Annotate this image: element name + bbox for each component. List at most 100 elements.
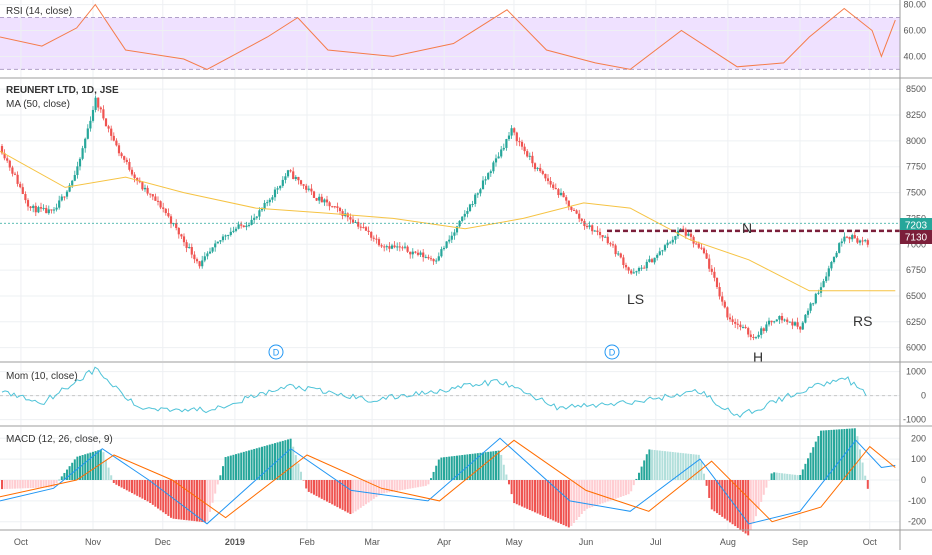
candle-body [299, 180, 303, 185]
candle-body [604, 236, 607, 238]
macd-label: MACD (12, 26, close, 9) [6, 434, 113, 445]
momentum-label: Mom (10, close) [6, 371, 78, 382]
price-pane[interactable]: REUNERT LTD, 1D, JSE MA (50, close) LS H… [0, 79, 900, 365]
candle-body [822, 281, 825, 288]
macd-histogram-bar [258, 447, 261, 480]
candle-body [414, 251, 417, 253]
macd-histogram-bar [92, 451, 94, 480]
macd-histogram-bar [232, 454, 235, 480]
macd-histogram-bar [209, 480, 211, 512]
macd-histogram-bar [505, 474, 508, 480]
candle-body [97, 97, 100, 108]
candle-body [99, 107, 102, 110]
candle-body [117, 145, 121, 154]
candle-body [835, 252, 838, 257]
macd-pane[interactable]: MACD (12, 26, close, 9) [0, 427, 900, 536]
candle-body [578, 213, 581, 219]
candle-body [445, 241, 448, 248]
macd-histogram-bar [315, 480, 318, 497]
macd-histogram-bar [596, 480, 599, 506]
axis-tick-label: 7000 [906, 239, 926, 249]
macd-histogram-bar [682, 453, 685, 480]
macd-histogram-bar [21, 480, 24, 489]
macd-histogram-bar [658, 450, 661, 480]
candle-body [661, 250, 664, 252]
time-axis[interactable]: Oct Nov Dec 2019 Feb Mar Apr May Jun Jul Aug Sep Oct [14, 537, 877, 547]
macd-histogram-bar [144, 480, 146, 500]
macd-histogram-bar [713, 480, 716, 512]
candle-body [385, 246, 388, 248]
price-axis[interactable]: 80.0060.0040.008500825080007750750072507… [903, 0, 926, 527]
macd-histogram-bar [409, 480, 412, 489]
candle-body [34, 205, 37, 213]
macd-histogram-bar [118, 480, 120, 487]
macd-histogram-bar [601, 480, 604, 504]
macd-histogram-bar [203, 480, 206, 523]
candle-body [65, 191, 69, 197]
macd-histogram-bar [71, 462, 74, 480]
momentum-pane[interactable]: Mom (10, close) [0, 363, 900, 425]
macd-histogram-bar [383, 480, 386, 494]
candle-body [481, 180, 485, 190]
macd-histogram-bar [341, 480, 344, 510]
candle-body [806, 310, 810, 315]
axis-tick-label: 200 [911, 433, 926, 443]
macd-histogram-bar [1, 480, 3, 490]
macd-histogram-bar [42, 480, 45, 488]
macd-histogram-bar [861, 462, 864, 480]
macd-histogram-bar [674, 452, 677, 480]
macd-histogram-bar [827, 430, 830, 480]
macd-histogram-bar [240, 452, 243, 480]
candle-body [401, 247, 404, 249]
candle-body [773, 321, 776, 323]
macd-histogram-bar [320, 480, 323, 499]
candle-body [861, 240, 864, 242]
macd-histogram-bar [385, 480, 388, 493]
candle-body [286, 170, 290, 177]
macd-histogram-bar [125, 480, 128, 491]
candle-body [809, 303, 812, 311]
candle-body [305, 185, 308, 190]
axis-tick-label: 0 [921, 475, 926, 485]
macd-histogram-bar [229, 455, 232, 480]
macd-histogram-bar [417, 480, 419, 488]
candle-body [159, 201, 162, 208]
macd-histogram-bar [645, 454, 648, 480]
macd-histogram-bar [281, 440, 284, 480]
candle-body [723, 301, 726, 308]
time-tick-label: Dec [155, 537, 172, 547]
candle-body [156, 200, 160, 202]
time-tick-label: Jun [579, 537, 594, 547]
candle-body [190, 247, 193, 255]
macd-histogram-bar [354, 480, 357, 512]
macd-histogram-bar [248, 450, 250, 480]
macd-histogram-bar [859, 449, 861, 480]
candle-body [214, 243, 217, 248]
candle-body [489, 171, 492, 174]
macd-histogram-bar [159, 480, 162, 511]
candle-body [736, 323, 739, 325]
macd-histogram-bar [565, 480, 568, 527]
macd-histogram-bar [703, 473, 705, 480]
last-price-badge: 7203 [900, 218, 932, 232]
rsi-pane[interactable]: RSI (14, close) [0, 0, 900, 77]
macd-histogram-bar [508, 480, 510, 485]
macd-histogram-bar [112, 480, 115, 483]
candle-body [182, 236, 186, 243]
macd-histogram-bar [333, 480, 336, 506]
dividend-marker[interactable]: D [268, 344, 284, 360]
macd-histogram-bar [120, 480, 123, 488]
axis-tick-label: 6500 [906, 291, 926, 301]
candle-body [370, 231, 373, 238]
macd-histogram-bar [123, 480, 126, 489]
axis-tick-label: -200 [908, 517, 926, 527]
candle-body [520, 141, 524, 147]
macd-histogram-bar [651, 449, 653, 480]
time-tick-label: Jul [650, 537, 662, 547]
macd-histogram-bar [310, 480, 313, 494]
candle-body [448, 239, 451, 242]
dividend-marker[interactable]: D [604, 344, 620, 360]
